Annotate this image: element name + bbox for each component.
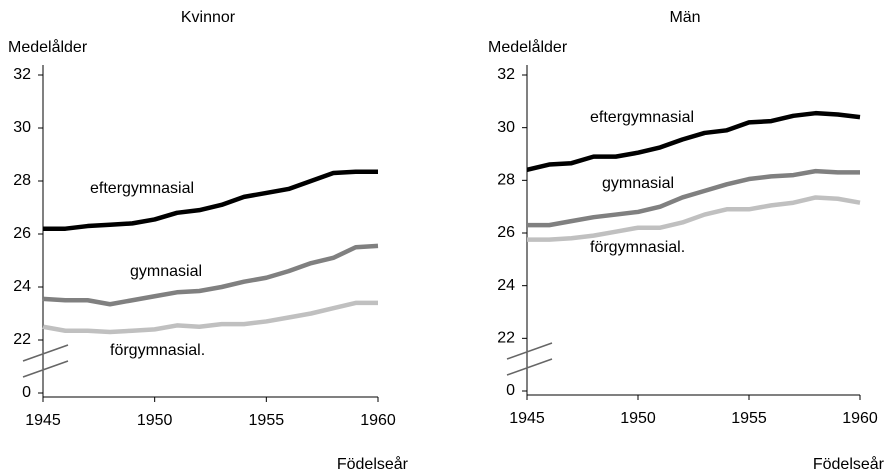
x-tick-label: 1950 (137, 412, 173, 429)
axis-break (22, 360, 69, 378)
x-tick-label: 1945 (509, 410, 545, 427)
line-series (42, 243, 379, 307)
y-tick-label: 26 (497, 224, 515, 241)
series-label: gymnasial (602, 175, 674, 192)
axis-break (506, 358, 553, 376)
y-tick-label: 30 (497, 119, 515, 136)
y-axis-label: Medelålder (8, 38, 88, 56)
y-tick-label: 24 (13, 278, 31, 295)
series-label: förgymnasial. (110, 342, 205, 359)
y-tick-label: 28 (13, 172, 31, 189)
line-series (527, 195, 861, 242)
line-series (526, 110, 861, 172)
series-label: förgymnasial. (590, 239, 685, 256)
y-tick-label: 24 (497, 277, 515, 294)
y-tick-label: 32 (497, 66, 515, 83)
series-label: eftergymnasial (90, 180, 194, 197)
x-axis-label: Födelseår (337, 455, 409, 473)
y-tick-label: 32 (13, 66, 31, 83)
line-series (42, 300, 378, 335)
x-tick-label: 1960 (842, 410, 878, 427)
line-series (527, 168, 860, 228)
y-tick-label: 28 (497, 172, 515, 189)
line-series (43, 169, 378, 231)
chart-title: Kvinnor (181, 9, 236, 26)
series-label: eftergymnasial (590, 109, 694, 126)
y-tick-label: 0 (506, 382, 515, 399)
x-tick-label: 1945 (25, 412, 61, 429)
axis-break (506, 342, 553, 360)
chart-title: Män (669, 9, 700, 26)
chart: Kvinnor Medelålder Födelseår 0 22 24 26 28 30 32 1… (8, 9, 409, 473)
y-tick-label: 22 (13, 331, 31, 348)
y-axis-label: Medelålder (488, 38, 568, 56)
x-tick-label: 1955 (249, 412, 285, 429)
y-tick-label: 22 (497, 330, 515, 347)
x-tick-label: 1950 (620, 410, 656, 427)
y-tick-label: 30 (13, 119, 31, 136)
x-tick-label: 1960 (360, 412, 396, 429)
x-tick-label: 1955 (731, 410, 767, 427)
y-tick-label: 0 (22, 384, 31, 401)
x-axis-label: Födelseår (813, 455, 885, 473)
axis-break (22, 344, 69, 362)
chart: Män Medelålder Födelseår 0 22 24 26 28 30 32 1945 1… (488, 9, 885, 473)
series-label: gymnasial (130, 263, 202, 280)
y-tick-label: 26 (13, 225, 31, 242)
